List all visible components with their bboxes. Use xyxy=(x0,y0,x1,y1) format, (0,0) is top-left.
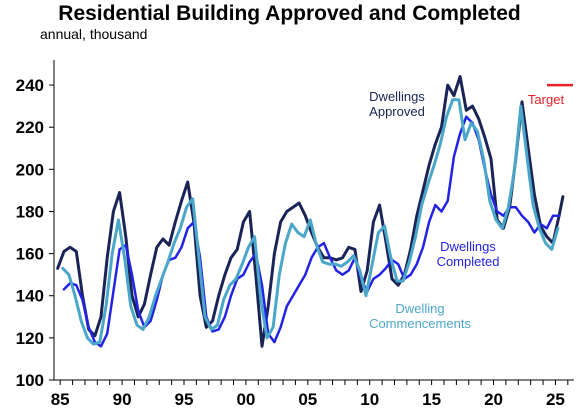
chart-title: Residential Building Approved and Comple… xyxy=(58,2,521,25)
series-line-approved xyxy=(56,75,565,348)
target-label: Target xyxy=(528,92,565,107)
x-tick-label: 95 xyxy=(175,390,194,409)
x-tick-label: 90 xyxy=(113,390,132,409)
y-tick-label: 240 xyxy=(16,76,44,95)
x-tick-label: 20 xyxy=(484,390,503,409)
label-dwellings-completed: Dwellings xyxy=(440,239,496,254)
y-tick-label: 200 xyxy=(16,160,44,179)
y-tick-label: 140 xyxy=(16,287,44,306)
x-tick-label: 15 xyxy=(422,390,441,409)
x-tick-label: 00 xyxy=(236,390,255,409)
label-dwellings-approved: Dwellings xyxy=(369,89,425,104)
y-tick-label: 180 xyxy=(16,202,44,221)
label-dwelling-commencements: Dwelling xyxy=(395,301,444,316)
x-tick-label: 05 xyxy=(298,390,317,409)
y-tick-label: 160 xyxy=(16,245,44,264)
y-tick-label: 120 xyxy=(16,329,44,348)
label-dwellings-completed: Completed xyxy=(437,254,500,269)
y-tick-label: 220 xyxy=(16,118,44,137)
x-tick-label: 85 xyxy=(51,390,70,409)
y-tick-label: 100 xyxy=(16,371,44,390)
x-tick-label: 25 xyxy=(546,390,565,409)
label-dwellings-approved: Approved xyxy=(369,104,425,119)
series-line-commencements xyxy=(61,98,560,346)
label-dwelling-commencements: Commencements xyxy=(369,316,471,331)
chart-subtitle: annual, thousand xyxy=(40,26,148,42)
x-tick-label: 10 xyxy=(360,390,379,409)
